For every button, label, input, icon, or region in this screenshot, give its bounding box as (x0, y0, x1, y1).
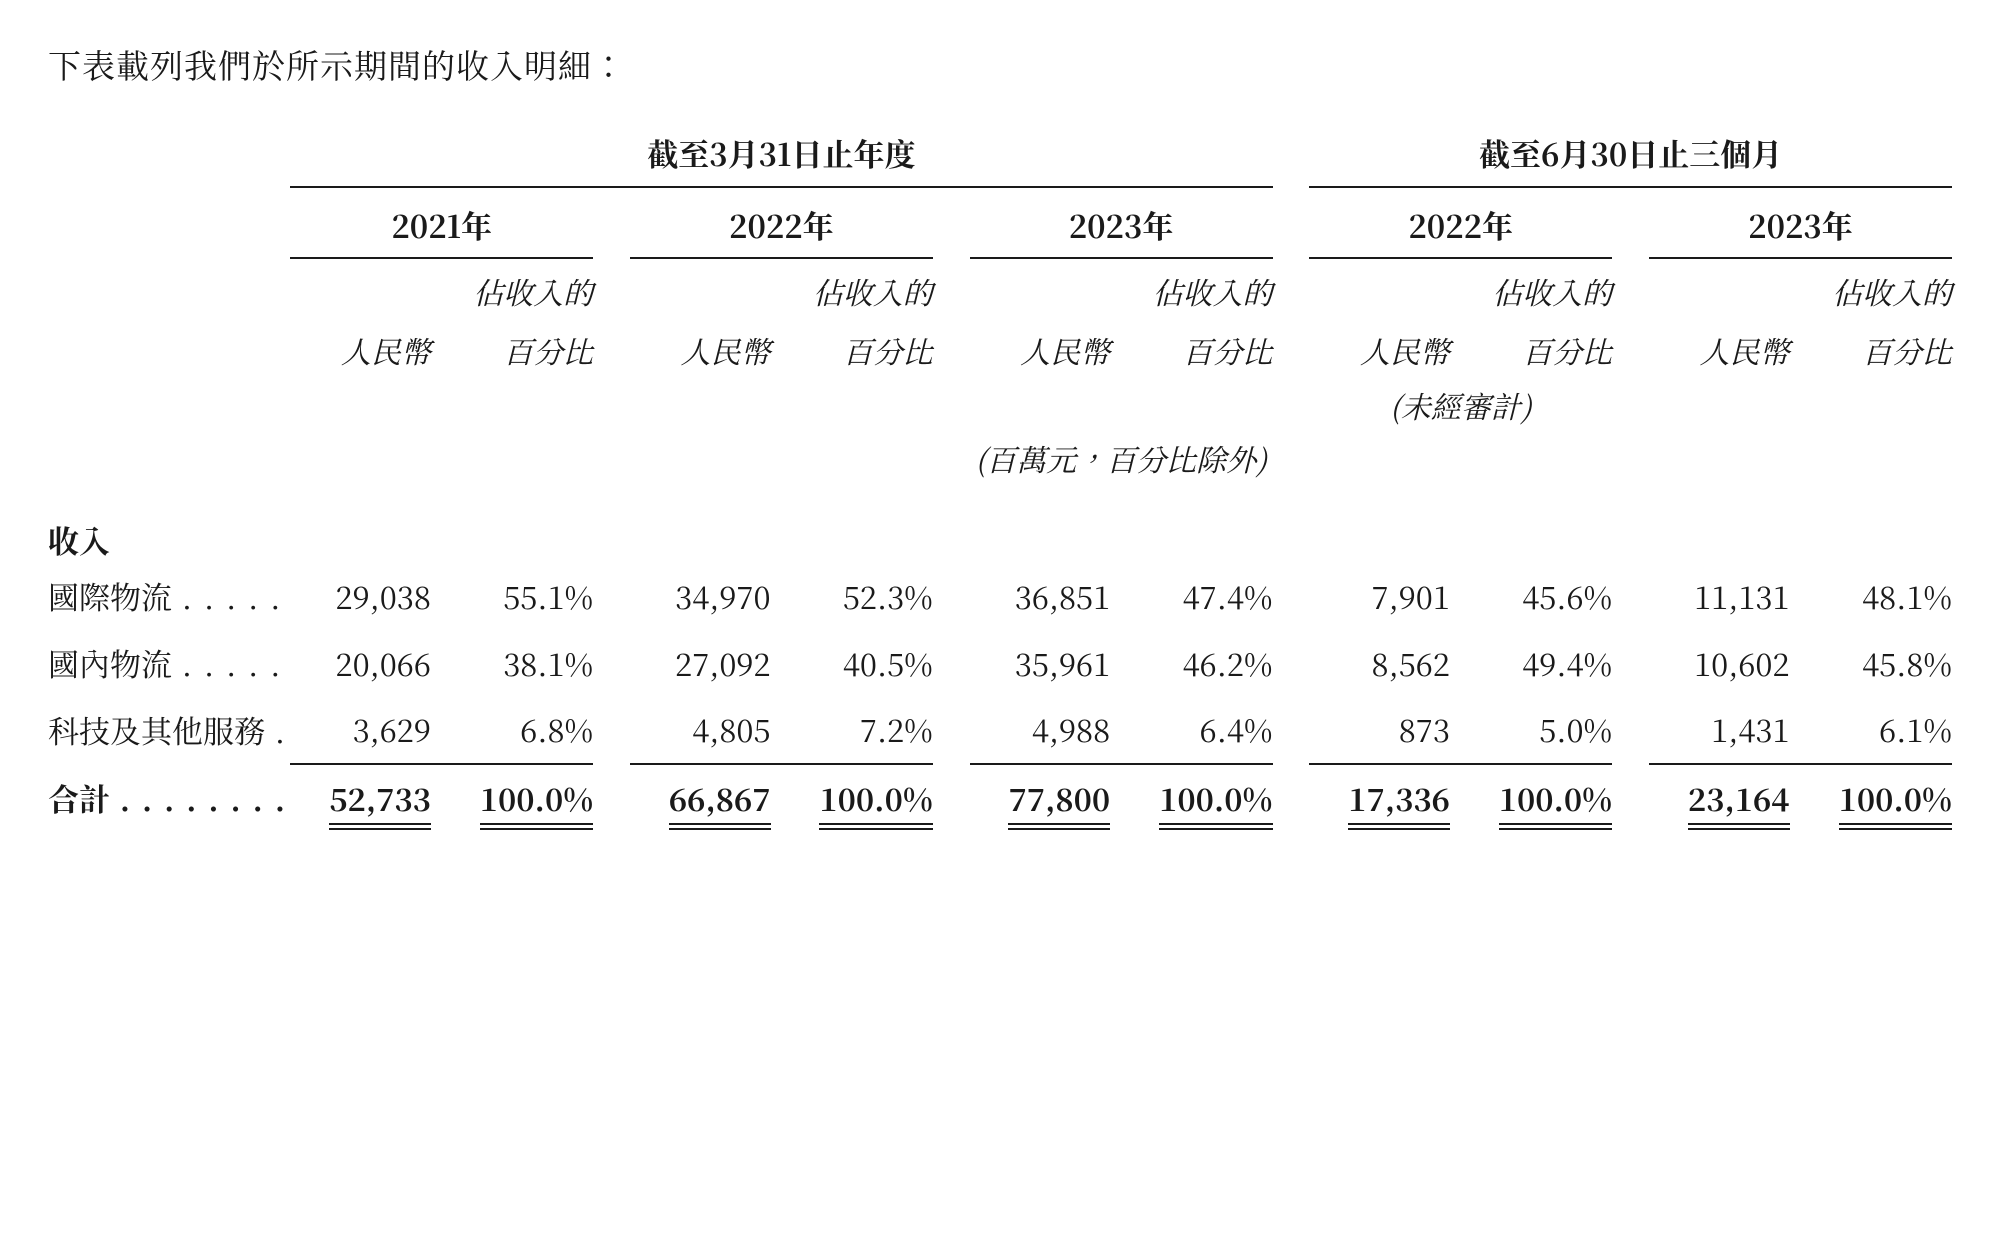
total-percent: 100.0% (431, 764, 593, 832)
cell-percent: 49.4% (1450, 630, 1612, 697)
cell-percent: 45.6% (1450, 563, 1612, 630)
total-percent: 100.0% (1790, 764, 1952, 832)
year-2021: 2021年 (290, 187, 593, 258)
currency-label-c: 人民幣 (970, 318, 1111, 377)
total-value: 23,164 (1649, 764, 1790, 832)
pct-label-1d: 佔收入的 (1450, 258, 1612, 318)
annual-period-title: 截至3月31日止年度 (290, 130, 1272, 188)
year-2022-annual: 2022年 (630, 187, 933, 258)
currency-label-b: 人民幣 (630, 318, 771, 377)
cell-percent: 7.2% (771, 696, 933, 764)
table-row: 科技及其他服務 3,629 6.8% 4,805 7.2% 4,988 6.4%… (48, 696, 1952, 764)
unaudited-note: (未經審計) (1309, 377, 1612, 428)
cell-value: 35,961 (970, 630, 1111, 697)
cell-value: 20,066 (290, 630, 431, 697)
total-row: 合計 52,733 100.0% 66,867 100.0% 77,800 10… (48, 764, 1952, 832)
pct-label-2e: 百分比 (1790, 318, 1952, 377)
pct-label-2b: 百分比 (771, 318, 933, 377)
cell-value: 873 (1309, 696, 1450, 764)
cell-value: 4,805 (630, 696, 771, 764)
total-label: 合計 (48, 764, 290, 832)
pct-label-2d: 百分比 (1450, 318, 1612, 377)
unaudited-row: (未經審計) (48, 377, 1952, 428)
subheader-row-1: 佔收入的 佔收入的 佔收入的 佔收入的 佔收入的 (48, 258, 1952, 318)
total-percent: 100.0% (1450, 764, 1612, 832)
table-row: 國際物流 29,038 55.1% 34,970 52.3% 36,851 47… (48, 563, 1952, 630)
pct-label-1c: 佔收入的 (1110, 258, 1272, 318)
pct-label-1e: 佔收入的 (1790, 258, 1952, 318)
section-row: 收入 (48, 505, 1952, 564)
currency-label-a: 人民幣 (290, 318, 431, 377)
revenue-breakdown-table: 截至3月31日止年度 截至6月30日止三個月 2021年 2022年 2023年… (48, 130, 1952, 832)
cell-percent: 46.2% (1110, 630, 1272, 697)
total-value: 77,800 (970, 764, 1111, 832)
cell-percent: 52.3% (771, 563, 933, 630)
intro-text: 下表載列我們於所示期間的收入明細： (48, 40, 1952, 90)
total-value: 52,733 (290, 764, 431, 832)
cell-value: 11,131 (1649, 563, 1790, 630)
pct-label-1b: 佔收入的 (771, 258, 933, 318)
total-value: 17,336 (1309, 764, 1450, 832)
currency-label-e: 人民幣 (1649, 318, 1790, 377)
pct-label-1a: 佔收入的 (431, 258, 593, 318)
cell-percent: 6.4% (1110, 696, 1272, 764)
cell-value: 29,038 (290, 563, 431, 630)
cell-value: 1,431 (1649, 696, 1790, 764)
currency-label-d: 人民幣 (1309, 318, 1450, 377)
cell-value: 3,629 (290, 696, 431, 764)
row-label: 科技及其他服務 (48, 696, 290, 764)
pct-label-2a: 百分比 (431, 318, 593, 377)
pct-label-2c: 百分比 (1110, 318, 1272, 377)
period-header-row: 截至3月31日止年度 截至6月30日止三個月 (48, 130, 1952, 188)
interim-period-title: 截至6月30日止三個月 (1309, 130, 1952, 188)
total-percent: 100.0% (1110, 764, 1272, 832)
cell-value: 27,092 (630, 630, 771, 697)
cell-percent: 6.1% (1790, 696, 1952, 764)
unit-note: (百萬元，百分比除外) (290, 428, 1952, 505)
total-value: 66,867 (630, 764, 771, 832)
cell-percent: 5.0% (1450, 696, 1612, 764)
cell-value: 36,851 (970, 563, 1111, 630)
row-label: 國際物流 (48, 563, 290, 630)
cell-percent: 45.8% (1790, 630, 1952, 697)
year-header-row: 2021年 2022年 2023年 2022年 2023年 (48, 187, 1952, 258)
section-title: 收入 (48, 505, 1952, 564)
cell-percent: 47.4% (1110, 563, 1272, 630)
year-2022-interim: 2022年 (1309, 187, 1612, 258)
table-row: 國內物流 20,066 38.1% 27,092 40.5% 35,961 46… (48, 630, 1952, 697)
subheader-row-2: 人民幣 百分比 人民幣 百分比 人民幣 百分比 人民幣 百分比 人民幣 百分比 (48, 318, 1952, 377)
cell-value: 34,970 (630, 563, 771, 630)
cell-percent: 6.8% (431, 696, 593, 764)
cell-percent: 38.1% (431, 630, 593, 697)
cell-percent: 55.1% (431, 563, 593, 630)
cell-value: 8,562 (1309, 630, 1450, 697)
cell-value: 4,988 (970, 696, 1111, 764)
year-2023-interim: 2023年 (1649, 187, 1952, 258)
cell-value: 10,602 (1649, 630, 1790, 697)
cell-percent: 40.5% (771, 630, 933, 697)
row-label: 國內物流 (48, 630, 290, 697)
year-2023-annual: 2023年 (970, 187, 1273, 258)
cell-percent: 48.1% (1790, 563, 1952, 630)
unit-row: (百萬元，百分比除外) (48, 428, 1952, 505)
total-percent: 100.0% (771, 764, 933, 832)
cell-value: 7,901 (1309, 563, 1450, 630)
